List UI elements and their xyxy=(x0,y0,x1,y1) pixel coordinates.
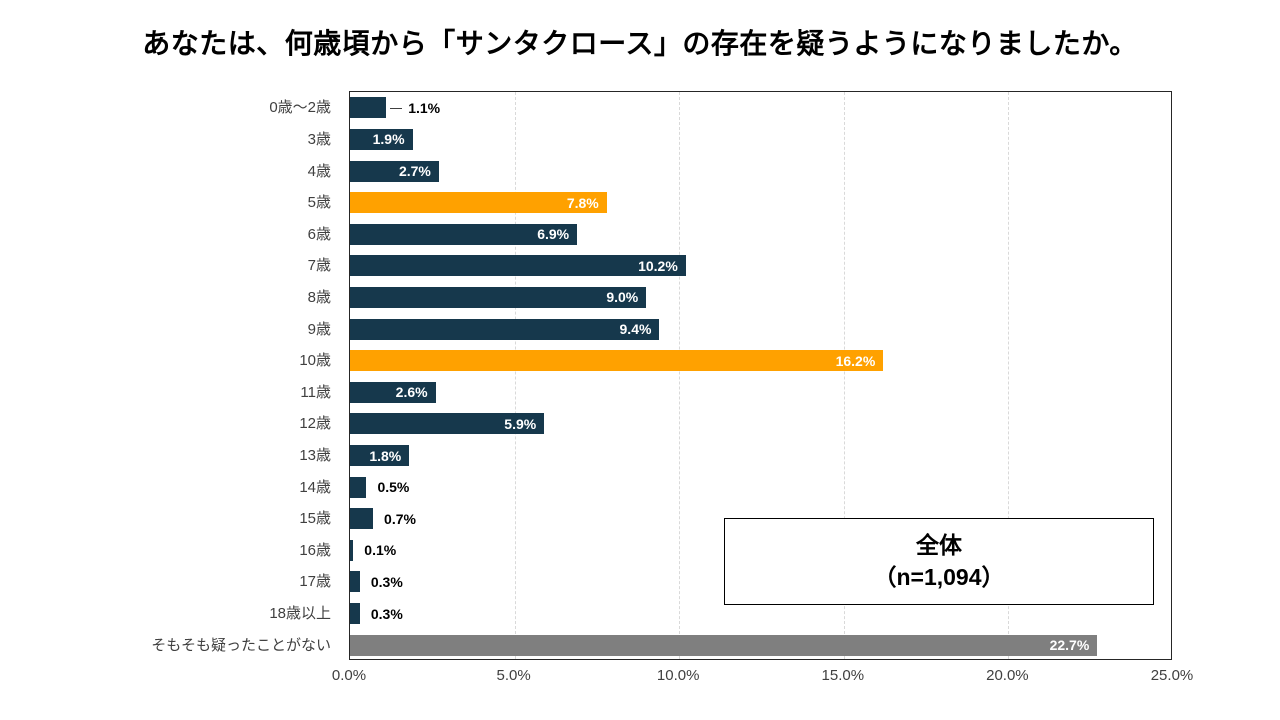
category-label-18歳以上: 18歳以上 xyxy=(269,605,331,623)
legend-sample-size: （n=1,094） xyxy=(873,563,1005,590)
category-label-5歳: 5歳 xyxy=(307,194,331,212)
bar-6歳 xyxy=(350,223,578,245)
category-label-14歳: 14歳 xyxy=(299,478,331,496)
bar-value-label: 0.3% xyxy=(370,573,403,590)
bar-value-label: 0.7% xyxy=(384,510,416,527)
legend-title: 全体 xyxy=(916,532,962,559)
bar-value-label: 9.0% xyxy=(606,289,639,306)
bar-value-label: 1.1% xyxy=(408,99,441,116)
bar-4歳 xyxy=(350,160,439,182)
bar-8歳 xyxy=(350,286,647,308)
bar-そもそも疑ったことがない xyxy=(350,634,1098,656)
x-tick-label: 5.0% xyxy=(496,667,531,684)
category-label-3歳: 3歳 xyxy=(307,130,331,148)
x-tick-label: 25.0% xyxy=(1150,667,1194,684)
bar-13歳 xyxy=(350,445,410,467)
bar-value-label: 7.8% xyxy=(566,194,599,211)
gridline xyxy=(843,92,845,659)
bar-16歳 xyxy=(350,539,354,561)
bar-11歳 xyxy=(350,381,436,403)
bar-17歳 xyxy=(350,571,360,593)
gridline xyxy=(1008,92,1010,659)
bar-0歳〜2歳 xyxy=(350,97,387,119)
category-label-8歳: 8歳 xyxy=(307,288,331,306)
x-tick-label: 20.0% xyxy=(986,667,1029,684)
bar-5歳 xyxy=(350,192,607,214)
bar-14歳 xyxy=(350,476,367,498)
bar-3歳 xyxy=(350,128,413,150)
bar-value-label: 10.2% xyxy=(638,257,678,274)
bar-value-label: 6.9% xyxy=(537,226,570,243)
category-label-16歳: 16歳 xyxy=(299,541,331,559)
category-label-12歳: 12歳 xyxy=(299,415,331,433)
category-label-0歳〜2歳: 0歳〜2歳 xyxy=(269,99,331,117)
bar-10歳 xyxy=(350,350,884,372)
category-label-7歳: 7歳 xyxy=(307,257,331,275)
bar-value-label: 1.9% xyxy=(372,131,405,148)
bar-value-label: 0.1% xyxy=(364,542,397,559)
bar-12歳 xyxy=(350,413,545,435)
bar-value-label: 22.7% xyxy=(1049,637,1090,654)
x-tick-label: 10.0% xyxy=(656,667,700,684)
category-label-9歳: 9歳 xyxy=(307,320,331,338)
bar-7歳 xyxy=(350,255,686,277)
category-label-15歳: 15歳 xyxy=(299,510,331,528)
gridline xyxy=(514,92,516,659)
bar-value-label: 0.5% xyxy=(377,479,410,496)
category-label-10歳: 10歳 xyxy=(299,352,331,370)
bar-value-label: 2.6% xyxy=(395,384,428,401)
legend-box: 全体 （n=1,094） xyxy=(724,518,1154,605)
bar-value-label: 5.9% xyxy=(504,415,537,432)
leader-line xyxy=(390,107,403,109)
category-label-13歳: 13歳 xyxy=(299,447,331,465)
category-label-11歳: 11歳 xyxy=(300,383,331,401)
category-label-6歳: 6歳 xyxy=(307,225,331,243)
category-label-そもそも疑ったことがない: そもそも疑ったことがない xyxy=(151,636,331,654)
bar-value-label: 2.7% xyxy=(398,163,431,180)
bar-9歳 xyxy=(350,318,660,340)
category-label-17歳: 17歳 xyxy=(299,573,331,591)
bar-value-label: 0.3% xyxy=(370,605,403,622)
bar-value-label: 1.8% xyxy=(369,447,402,464)
bar-15歳 xyxy=(350,508,374,530)
bar-18歳以上 xyxy=(350,603,360,625)
gridline xyxy=(679,92,681,659)
bar-value-label: 9.4% xyxy=(619,321,652,338)
x-tick-label: 0.0% xyxy=(331,667,367,684)
category-label-4歳: 4歳 xyxy=(307,162,331,180)
bar-value-label: 16.2% xyxy=(835,352,876,369)
chart-title: あなたは、何歳頃から「サンタクロース」の存在を疑うようになりましたか。 xyxy=(142,28,1138,59)
x-tick-label: 15.0% xyxy=(821,667,865,684)
